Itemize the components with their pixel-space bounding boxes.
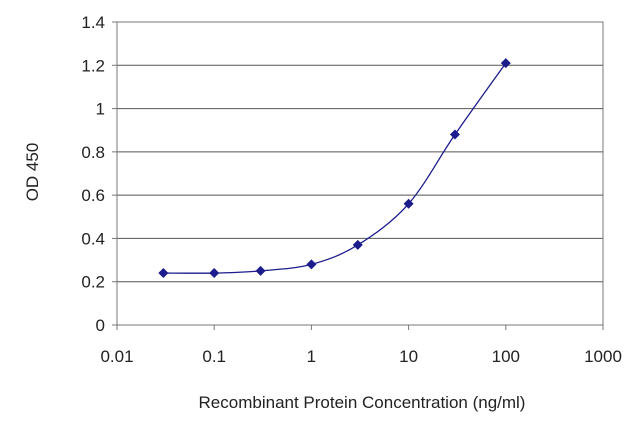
x-tick-label: 1000 (584, 347, 622, 366)
data-point (158, 268, 169, 279)
x-tick-label: 0.01 (100, 347, 133, 366)
x-tick-label: 1 (307, 347, 316, 366)
y-tick-label: 0 (96, 316, 105, 335)
y-tick-label: 1.4 (81, 13, 105, 32)
x-tick-label: 0.1 (202, 347, 226, 366)
x-tick-label: 100 (492, 347, 520, 366)
data-points (158, 58, 511, 279)
data-point (209, 268, 220, 279)
y-axis-label: OD 450 (23, 143, 42, 202)
y-tick-label: 0.6 (81, 186, 105, 205)
data-point (255, 265, 266, 276)
x-axis-label: Recombinant Protein Concentration (ng/ml… (199, 393, 526, 412)
data-point (449, 129, 460, 140)
y-tick-label: 0.8 (81, 143, 105, 162)
y-tick-label: 0.2 (81, 273, 105, 292)
x-tick-label: 10 (399, 347, 418, 366)
fitted-curve (163, 62, 507, 274)
data-point (403, 198, 414, 209)
data-point (500, 58, 511, 69)
data-point (352, 239, 363, 250)
y-tick-label: 1.2 (81, 56, 105, 75)
y-tick-label: 0.4 (81, 229, 105, 248)
y-axis-ticks: 0 0.2 0.4 0.6 0.8 1 1.2 1.4 (81, 13, 117, 335)
x-axis-ticks: 0.01 0.1 1 10 100 1000 (100, 325, 622, 366)
plot-frame (116, 21, 604, 326)
data-point (306, 259, 317, 270)
gridlines (117, 64, 603, 283)
y-tick-label: 1 (96, 100, 105, 119)
